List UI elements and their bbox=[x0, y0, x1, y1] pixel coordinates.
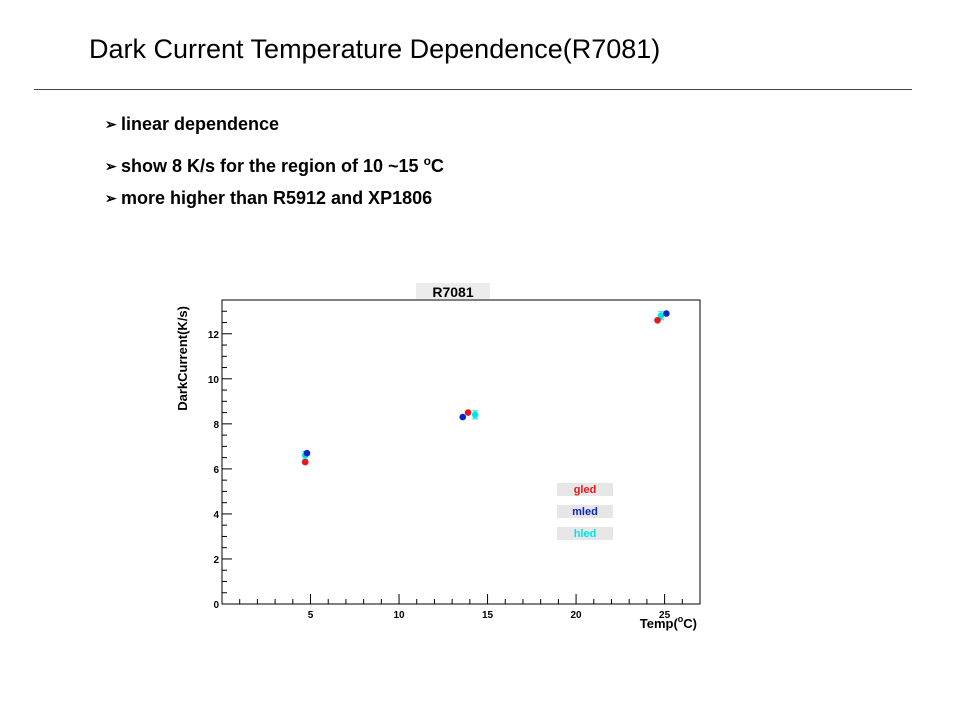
data-point-gled bbox=[464, 409, 472, 416]
plot-frame bbox=[221, 299, 701, 605]
data-point-mled bbox=[303, 449, 311, 457]
slide-title: Dark Current Temperature Dependence(R708… bbox=[89, 34, 661, 64]
y-tick-label: 12 bbox=[208, 330, 220, 341]
legend-entry-box bbox=[557, 483, 613, 496]
bullet-text: show 8 K/s for the region of 10 ~15 bbox=[121, 156, 424, 176]
y-tick-label: 8 bbox=[213, 420, 219, 431]
bullet-item: ➢ linear dependence bbox=[105, 111, 444, 148]
arrow-bullet-icon: ➢ bbox=[105, 190, 117, 206]
y-tick-label: 4 bbox=[213, 510, 219, 521]
bullet-list: ➢ linear dependence ➢ show 8 K/s for the r… bbox=[105, 111, 444, 222]
legend-label: mled bbox=[572, 506, 598, 518]
data-point-gled bbox=[654, 316, 661, 324]
data-point-gled bbox=[301, 458, 309, 466]
y-tick-label: 0 bbox=[213, 600, 219, 611]
chart-title-box bbox=[416, 283, 490, 299]
data-point-mled bbox=[459, 413, 467, 421]
title-divider bbox=[34, 89, 912, 90]
data-point-mled bbox=[663, 310, 670, 317]
arrow-bullet-icon: ➢ bbox=[105, 158, 117, 174]
y-axis-label: DarkCurrent(K/s) bbox=[175, 306, 190, 411]
y-tick-label: 10 bbox=[208, 375, 220, 386]
legend-label: hled bbox=[574, 528, 597, 540]
bullet-text-unit: C bbox=[430, 156, 444, 176]
legend-entry-box bbox=[557, 527, 613, 540]
legend-entry-box bbox=[557, 505, 613, 518]
bullet-text: linear dependence bbox=[121, 114, 280, 134]
x-tick-label: 15 bbox=[482, 610, 494, 621]
arrow-bullet-icon: ➢ bbox=[105, 116, 117, 132]
x-tick-label: 10 bbox=[393, 610, 405, 621]
data-point-hled bbox=[471, 411, 479, 419]
degree-superscript: o bbox=[423, 154, 431, 168]
y-tick-label: 2 bbox=[213, 555, 219, 566]
bullet-text: more higher than R5912 and XP1806 bbox=[121, 188, 433, 208]
x-tick-label: 20 bbox=[571, 610, 583, 621]
bullet-item: ➢ show 8 K/s for the region of 10 ~15 oC bbox=[105, 148, 444, 185]
x-tick-label: 5 bbox=[308, 610, 314, 621]
x-tick-label: 25 bbox=[659, 610, 671, 621]
chart-title: R7081 bbox=[432, 284, 473, 300]
data-point-hled bbox=[657, 312, 665, 320]
bullet-item: ➢ more higher than R5912 and XP1806 bbox=[105, 185, 444, 222]
legend-label: gled bbox=[574, 484, 597, 496]
y-tick-label: 6 bbox=[213, 465, 219, 476]
x-axis-label: Temp(oC) bbox=[640, 614, 697, 631]
